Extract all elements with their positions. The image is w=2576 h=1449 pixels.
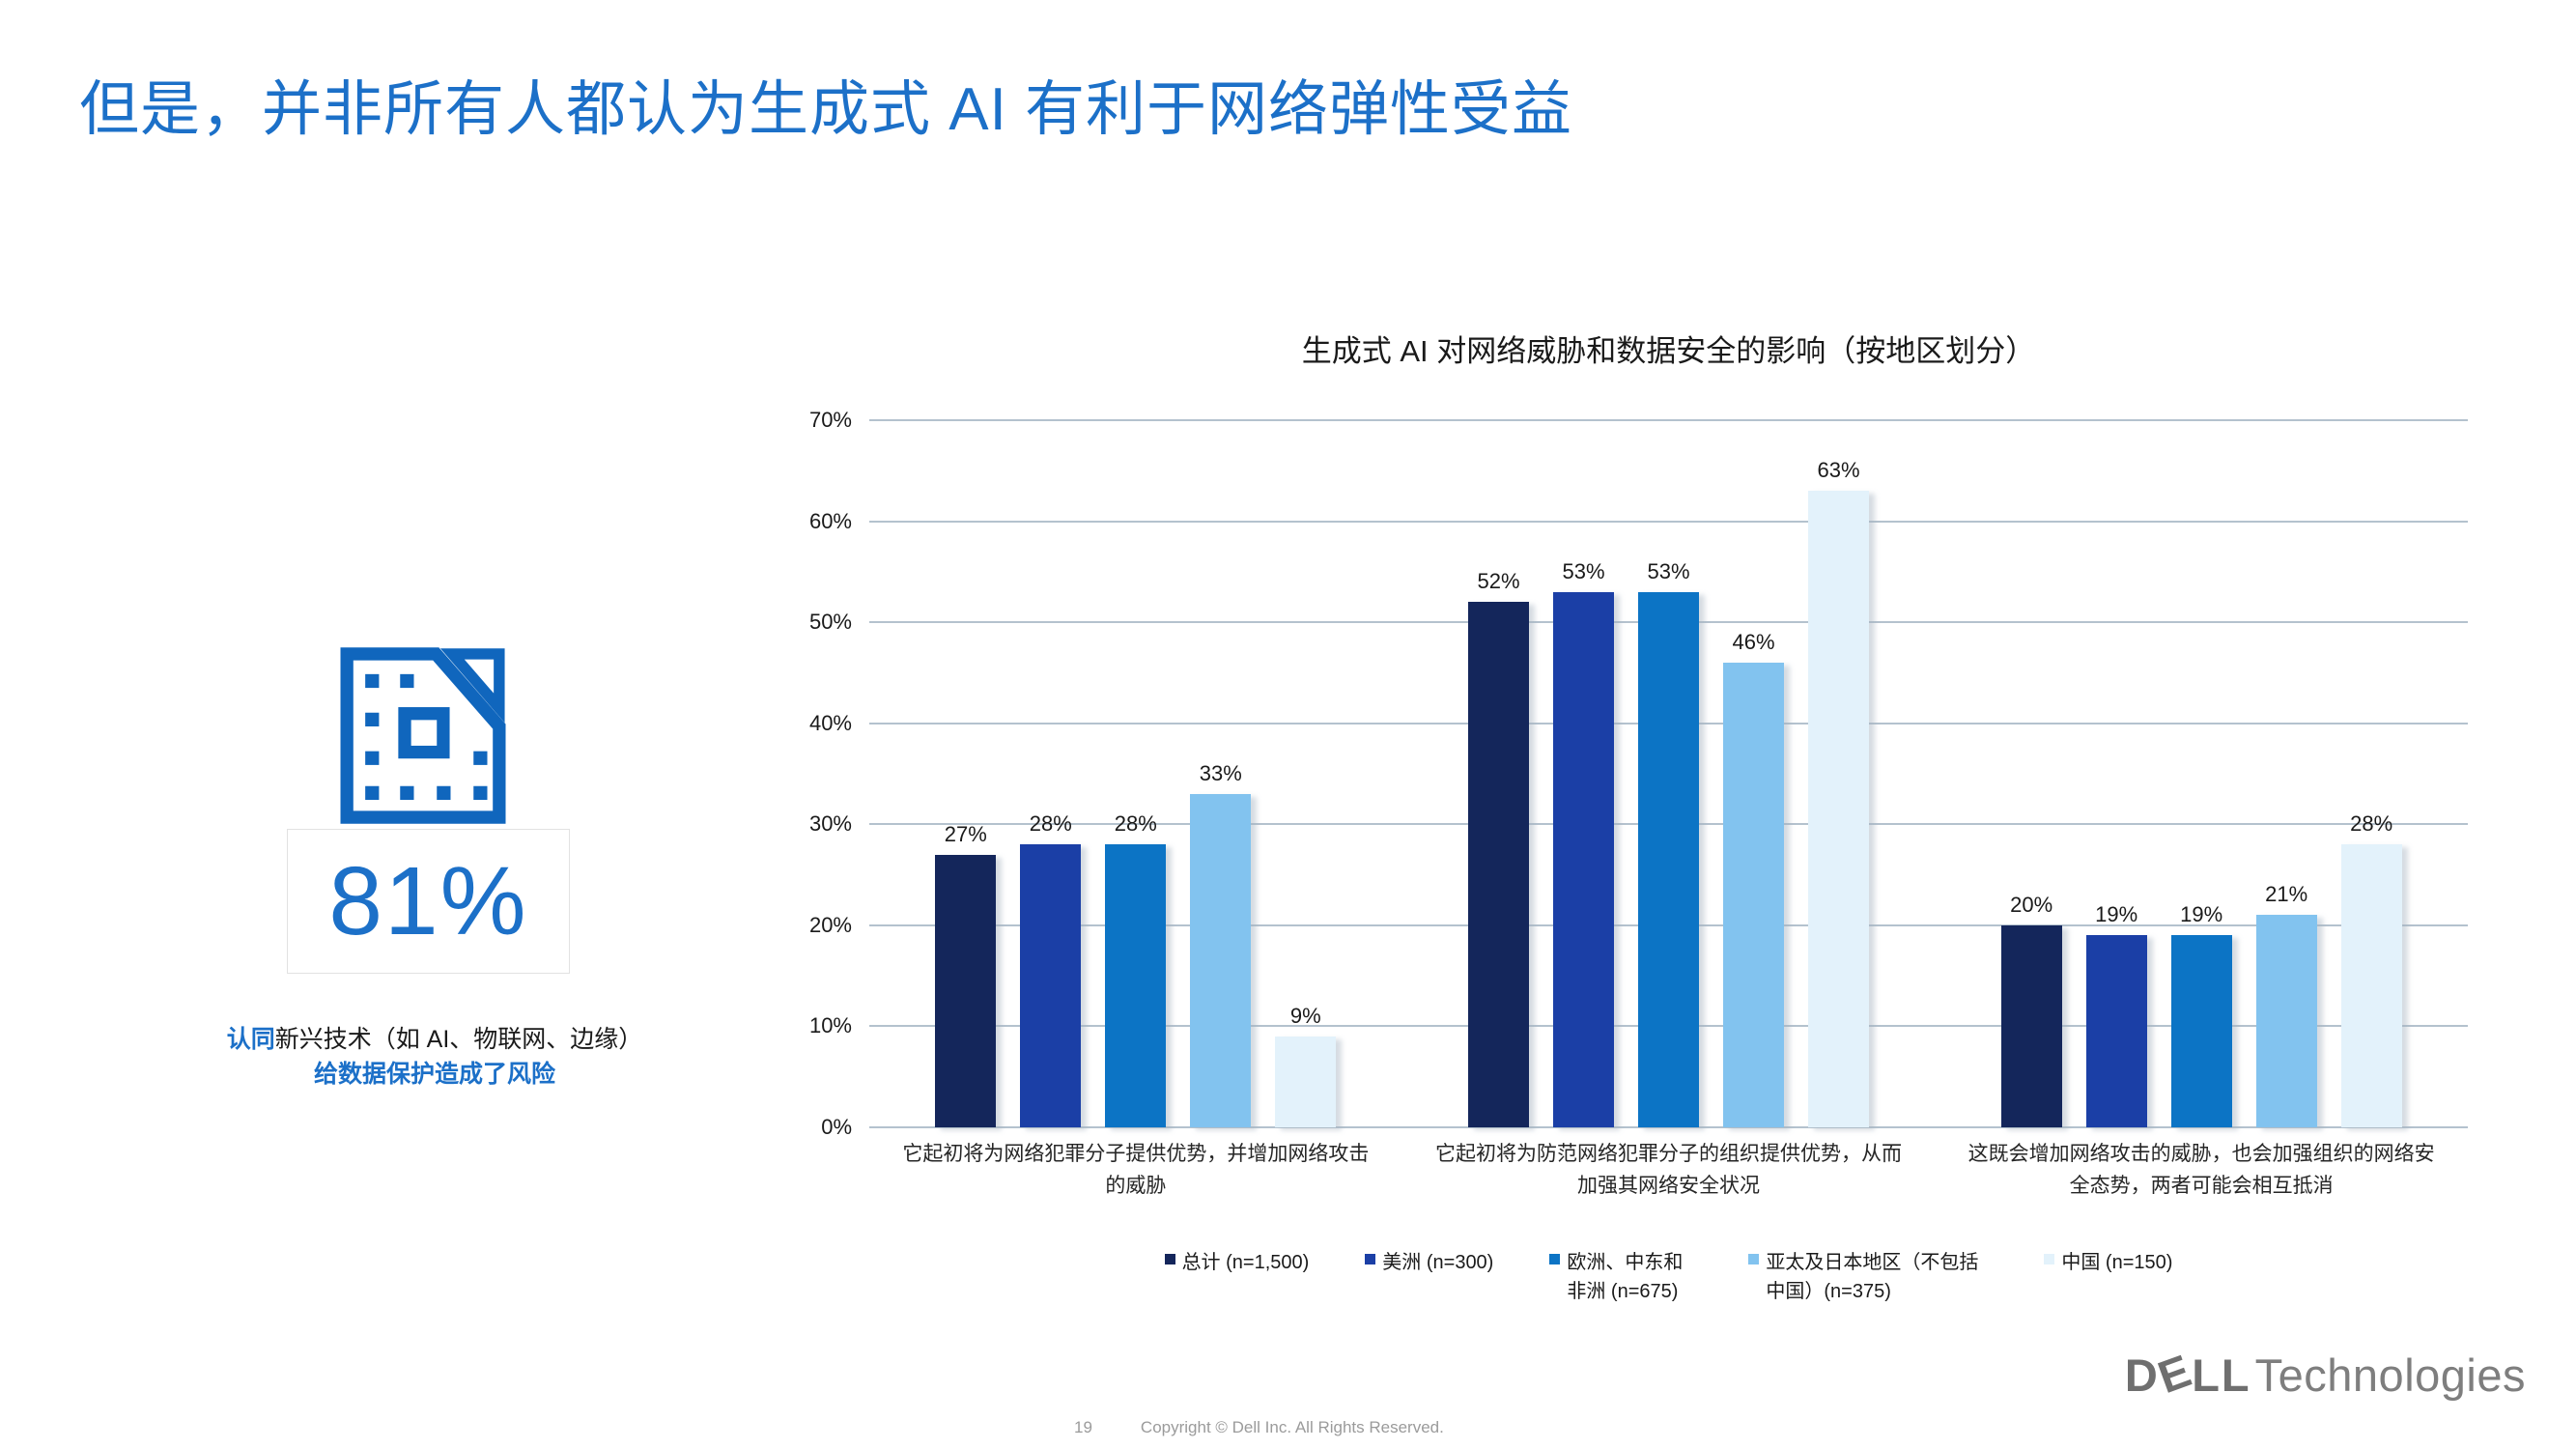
legend-label: 中国 (n=150): [2061, 1252, 2173, 1273]
legend-label: 总计 (n=1,500): [1181, 1252, 1310, 1273]
x-axis-category-label: 它起初将为网络犯罪分子提供优势，并增加网络攻击的威胁: [902, 1143, 1370, 1197]
bar-value-label: 52%: [1477, 569, 1520, 594]
chart-title: 生成式 AI 对网络威胁和数据安全的影响（按地区划分）: [1301, 334, 2036, 368]
technologies-wordmark: Technologies: [2254, 1350, 2526, 1401]
legend-item: 中国 (n=150): [2044, 1248, 2172, 1277]
bar-group: 52% 53% 53% 46% 63% 它起初将为防范网络犯罪分子的组织提供优势，从而加强…: [1402, 420, 1936, 1196]
bar: 28%: [1020, 811, 1082, 1127]
page-title: 但是，并非所有人都认为生成式 AI 有利于网络弹性受益: [79, 76, 1573, 143]
bar-groups: 27% 28% 28% 33% 9% 它起初将为网络犯罪分子提供优势，并增加网络攻击的威胁…: [869, 420, 2468, 1197]
legend-label: 欧洲、中东和非洲 (n=675): [1567, 1252, 1684, 1302]
bar: 28%: [2340, 811, 2402, 1127]
stat-desc-tail: 给数据保护造成了风险: [313, 1061, 555, 1089]
legend-label: 亚太及日本地区（不包括中国）(n=375): [1766, 1252, 1979, 1302]
legend-item: 美洲 (n=300): [1365, 1248, 1493, 1277]
bar-value-label: 27%: [944, 821, 987, 846]
y-axis-tick-label: 60%: [808, 508, 852, 533]
y-axis-tick-label: 50%: [808, 610, 852, 635]
bar: 46%: [1723, 630, 1784, 1127]
legend-item: 亚太及日本地区（不包括中国）(n=375): [1748, 1248, 1988, 1306]
legend-color-swatch: [1164, 1254, 1175, 1264]
bar-value-label: 21%: [2265, 882, 2308, 907]
bar-value-label: 19%: [2180, 902, 2223, 927]
bar: 19%: [2085, 902, 2147, 1127]
stat-description: 认同新兴技术（如 AI、物联网、边缘） 给数据保护造成了风险: [220, 1022, 649, 1093]
dell-technologies-logo: DELLTechnologies: [2124, 1344, 2526, 1404]
bar: 20%: [2000, 893, 2062, 1127]
bar-group: 20% 19% 19% 21% 28% 这既会增加网络攻击的威胁，也会加强组织的网络安全态…: [1935, 420, 2468, 1196]
bar: 9%: [1275, 1004, 1337, 1127]
chip-data-icon: [340, 647, 506, 824]
x-axis-category-label: 这既会增加网络攻击的威胁，也会加强组织的网络安全态势，两者可能会相互抵消: [1967, 1143, 2435, 1197]
dot-grid: [365, 673, 488, 800]
bar: 28%: [1105, 811, 1167, 1127]
bar: 21%: [2255, 882, 2317, 1127]
bar-value-label: 28%: [1029, 811, 1072, 837]
bar: 27%: [935, 822, 997, 1127]
y-axis-tick-label: 70%: [808, 408, 852, 432]
bar: 53%: [1638, 559, 1699, 1127]
bar-value-label: 46%: [1732, 629, 1775, 654]
gridline: [869, 520, 2468, 523]
plot-area: 0% 10% 20% 30% 40% 50% 60% 70% 27% 28% 28% 33% 9% 它起初…: [809, 408, 2468, 1197]
gridline: [869, 419, 2468, 421]
stat-desc-mid: 新兴技术（如 AI、物联网、边缘）: [274, 1026, 643, 1053]
legend-color-swatch: [1365, 1254, 1376, 1264]
dell-wordmark: DELL: [2124, 1344, 2251, 1404]
bar-value-label: 9%: [1289, 1003, 1321, 1028]
bar-group: 27% 28% 28% 33% 9% 它起初将为网络犯罪分子提供优势，并增加网络攻击的威胁: [869, 420, 1402, 1197]
legend-color-swatch: [2044, 1254, 2055, 1264]
bar-value-label: 28%: [1114, 811, 1157, 837]
copyright-text: Copyright © Dell Inc. All Rights Reserve…: [1140, 1418, 1444, 1436]
page-number: 19: [1074, 1418, 1092, 1436]
gridline: [869, 1126, 2468, 1128]
bar: 63%: [1808, 458, 1869, 1127]
legend-item: 欧洲、中东和非洲 (n=675): [1549, 1248, 1692, 1306]
x-axis-category-label: 它起初将为防范网络犯罪分子的组织提供优势，从而加强其网络安全状况: [1435, 1143, 1902, 1197]
bar-value-label: 63%: [1817, 458, 1860, 483]
stat-card: 81%: [287, 829, 570, 974]
y-axis-tick-label: 0%: [821, 1115, 852, 1139]
bar-value-label: 20%: [2010, 892, 2053, 917]
bar: 53%: [1553, 559, 1614, 1127]
bar-value-label: 19%: [2095, 902, 2138, 927]
y-axis-tick-label: 30%: [808, 811, 852, 837]
bar: 52%: [1468, 569, 1529, 1127]
y-axis-tick-label: 20%: [808, 912, 852, 937]
bar-value-label: 53%: [1647, 558, 1690, 583]
legend-color-swatch: [1748, 1254, 1760, 1264]
bar: 19%: [2170, 902, 2232, 1127]
bar: 33%: [1190, 761, 1252, 1127]
bar-value-label: 33%: [1199, 760, 1242, 785]
bar-value-label: 28%: [2350, 811, 2393, 837]
chart-legend: 总计 (n=1,500) 美洲 (n=300) 欧洲、中东和非洲 (n=675) 亚太…: [869, 1248, 2468, 1306]
legend-label: 美洲 (n=300): [1382, 1252, 1494, 1273]
y-axis-tick-label: 10%: [808, 1013, 852, 1038]
legend-color-swatch: [1549, 1254, 1561, 1264]
legend-item: 总计 (n=1,500): [1164, 1248, 1310, 1277]
bar-value-label: 53%: [1562, 558, 1605, 583]
stat-desc-lead: 认同: [226, 1026, 275, 1053]
stat-value: 81%: [328, 846, 528, 955]
y-axis-tick-label: 40%: [808, 710, 852, 735]
footer: 19 Copyright © Dell Inc. All Rights Rese…: [1074, 1418, 1444, 1437]
